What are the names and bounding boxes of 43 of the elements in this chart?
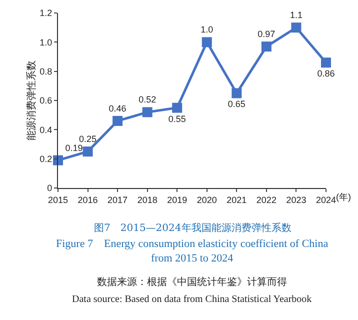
point [172, 102, 182, 113]
data-label: 0.65 [228, 99, 246, 110]
data-label: 0.46 [108, 103, 126, 114]
data-label: 1.1 [290, 10, 302, 20]
x-tick-label: 2023 [286, 194, 306, 205]
data-label: 1.0 [200, 24, 214, 35]
data-label: 0.52 [138, 94, 156, 105]
data-label: 0.86 [317, 68, 335, 79]
point [202, 37, 212, 48]
text: 图7 2015—2024年我国能源消费弹性系数 [94, 222, 292, 234]
point [261, 42, 272, 52]
y-axis-title: 能源消费弹性系数 [26, 60, 38, 140]
point [53, 155, 63, 166]
data-label: 0.25 [79, 134, 97, 144]
x-tick-label: 2017 [108, 194, 128, 205]
y-tick-label: 1.0 [40, 37, 52, 48]
x-tick-label: 2016 [78, 194, 98, 205]
point [291, 22, 302, 33]
y-tick-label: 0.6 [40, 96, 52, 106]
point [112, 116, 123, 126]
x-axis-title: (年) [336, 192, 351, 202]
data-label: 0.19 [65, 142, 83, 153]
point [82, 146, 93, 157]
text: Figure 7 Energy consumption elasticity coefficient of China from 2015 to 2024 [56, 238, 328, 264]
x-tick-label: 2018 [137, 194, 158, 205]
x-tick-label: 2024 [316, 194, 336, 205]
y-tick-label: 0.8 [40, 66, 52, 76]
data-label: 0.97 [258, 29, 276, 40]
point [321, 58, 331, 68]
x-tick-label: 2020 [196, 194, 217, 205]
x-tick-label: 2022 [256, 194, 276, 205]
y-tick-label: 0 [47, 183, 52, 194]
y-tick-label: 0.4 [40, 124, 52, 135]
source-note: 数据来源：根据《中国统计年鉴》计算而得 [97, 276, 287, 288]
data-label: 0.55 [168, 114, 186, 124]
x-tick-label: 2021 [226, 194, 247, 205]
y-tick-label: 0.2 [40, 154, 52, 164]
point [142, 107, 152, 118]
point [232, 88, 242, 98]
x-tick-label: 2019 [167, 194, 188, 205]
y-tick-label: 1.2 [40, 8, 52, 18]
x-tick-label: 2015 [48, 194, 68, 205]
source-note: Data source: Based on data from China Statistical Yearbook [72, 294, 312, 305]
